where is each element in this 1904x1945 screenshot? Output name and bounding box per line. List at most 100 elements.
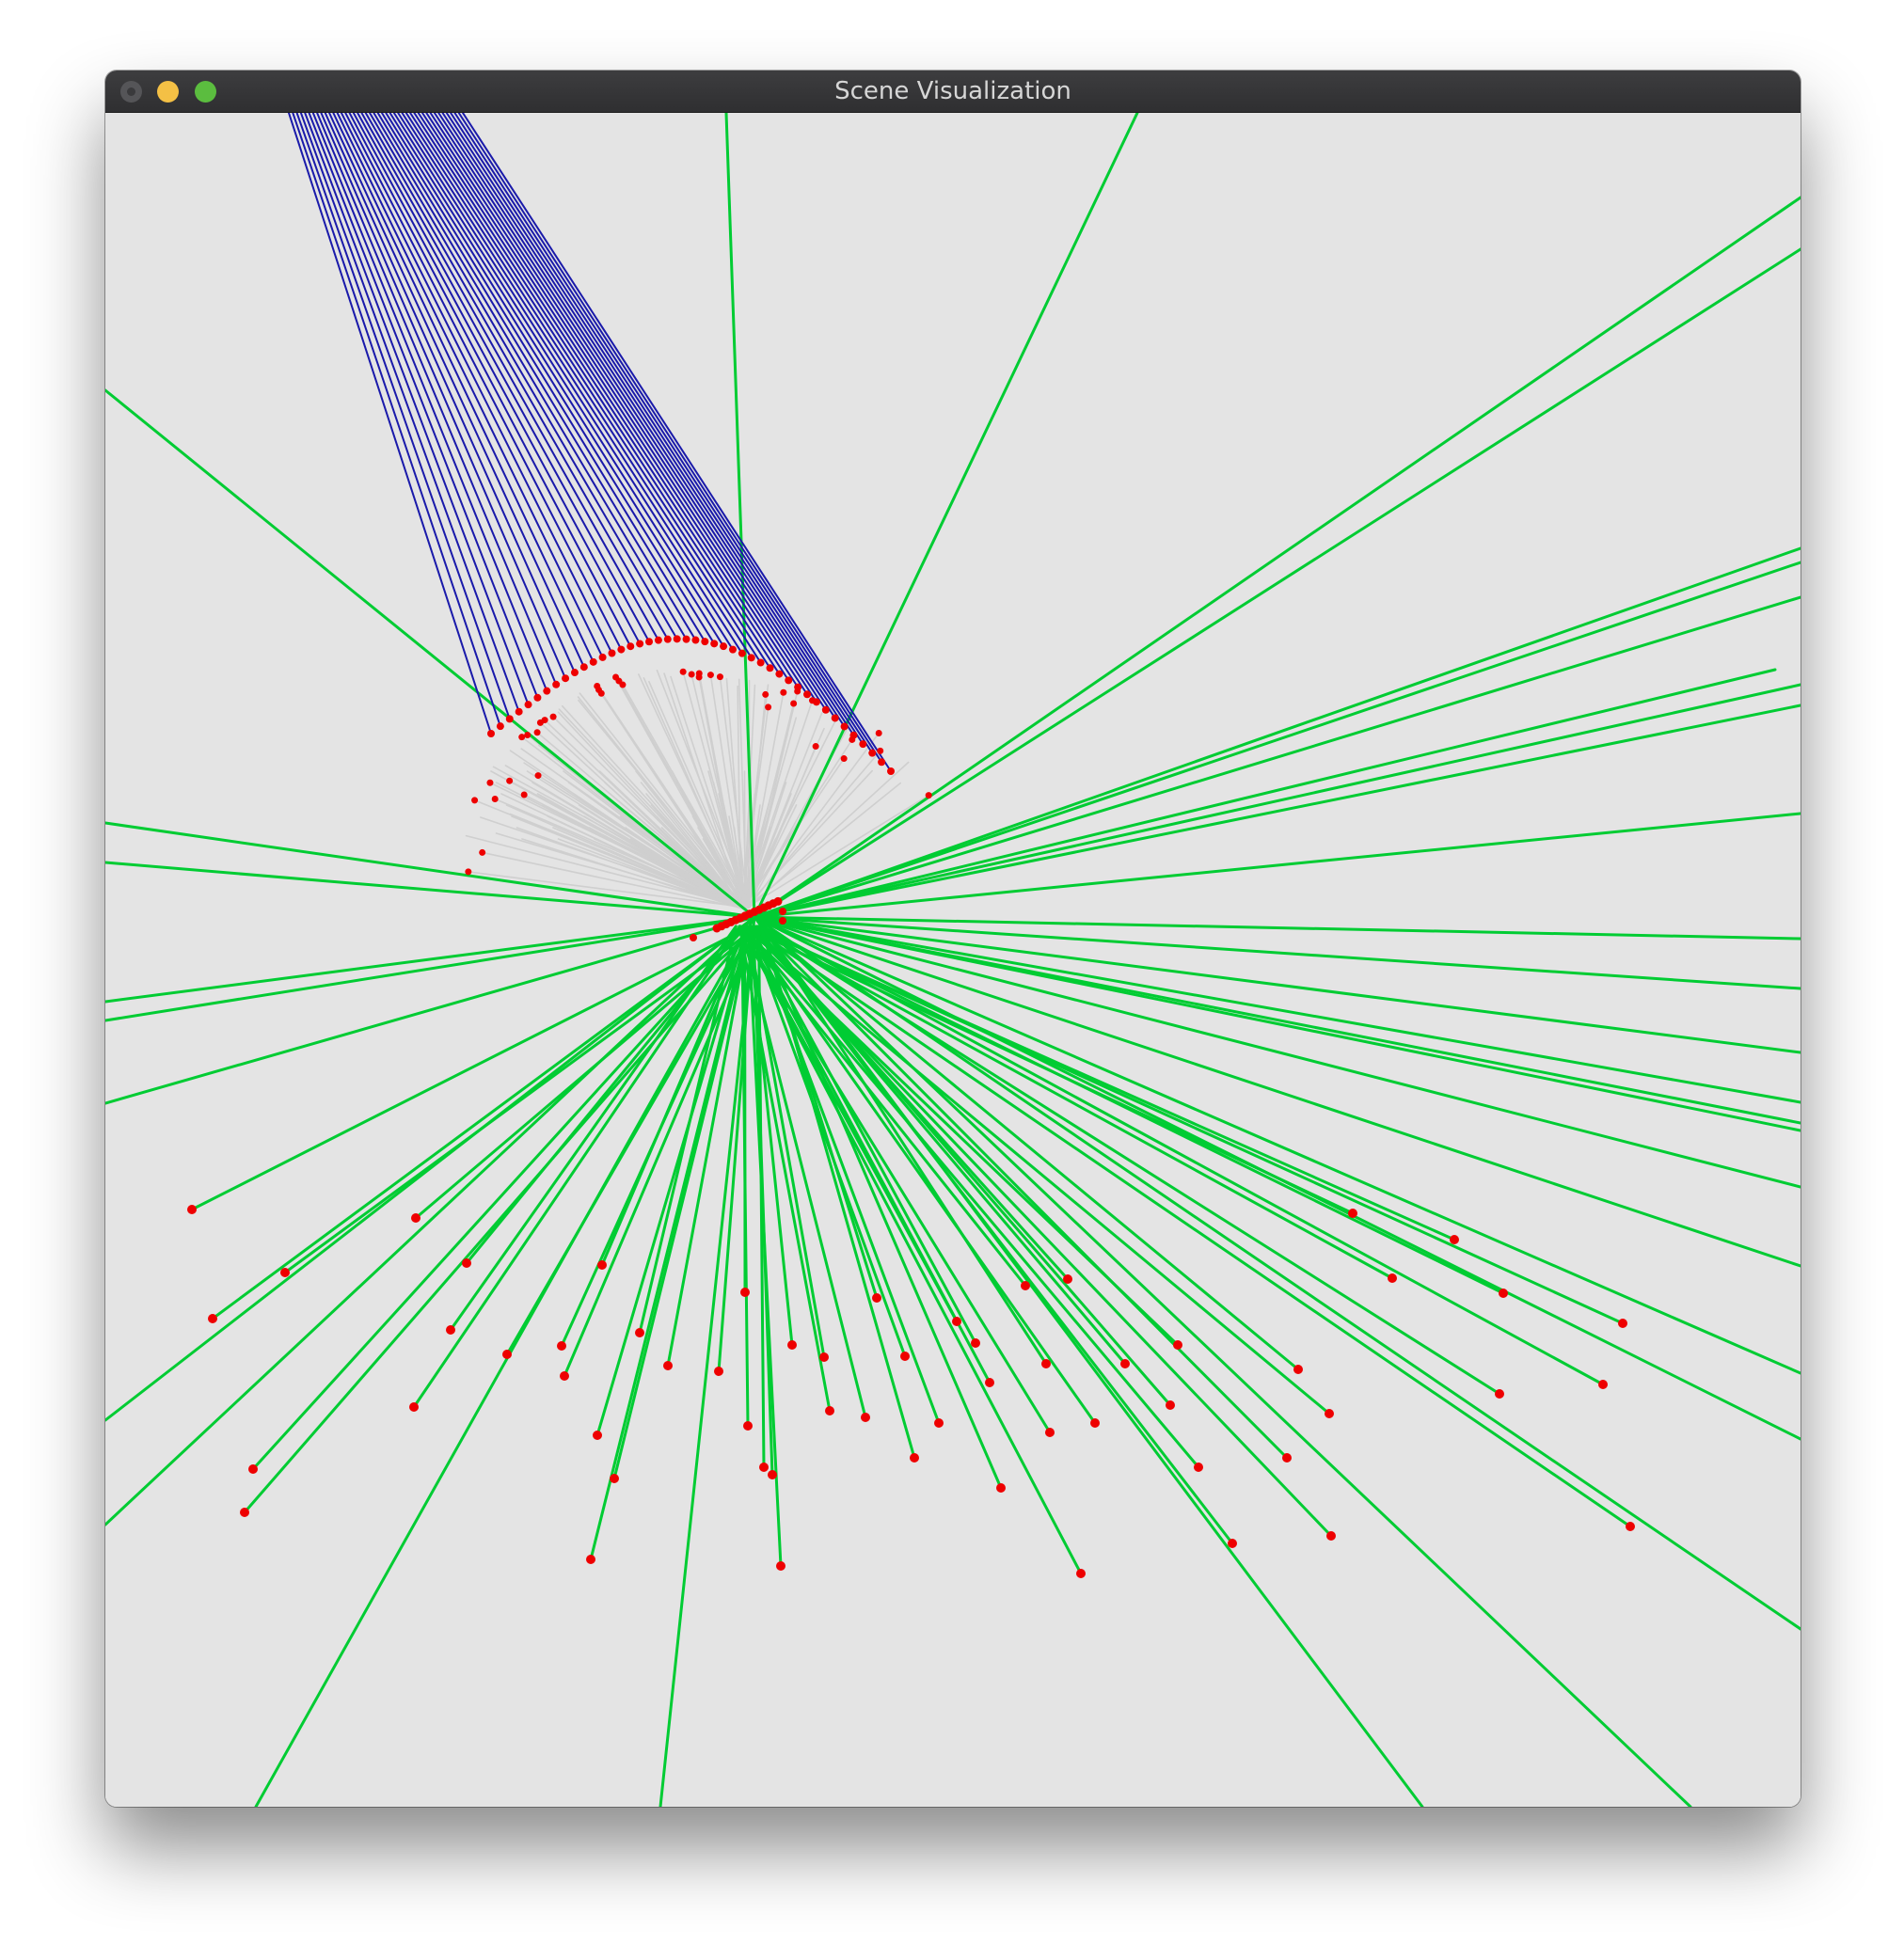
hit-point bbox=[900, 1352, 910, 1361]
hit-point bbox=[841, 722, 849, 730]
title-bar[interactable]: Scene Visualization bbox=[105, 71, 1801, 113]
hit-point bbox=[762, 691, 769, 698]
hit-point bbox=[655, 637, 662, 644]
hit-point bbox=[409, 1402, 419, 1412]
hit-point bbox=[608, 649, 615, 656]
hit-point bbox=[696, 674, 703, 681]
hit-point bbox=[680, 669, 687, 675]
hit-point bbox=[598, 690, 605, 697]
hit-point bbox=[832, 714, 839, 721]
hit-point bbox=[516, 708, 523, 716]
hit-point bbox=[707, 672, 714, 678]
hit-point bbox=[710, 640, 718, 647]
hit-point bbox=[738, 650, 746, 657]
hit-point bbox=[1325, 1409, 1334, 1418]
hit-point bbox=[1282, 1453, 1292, 1463]
hit-point bbox=[819, 1352, 829, 1362]
hit-point bbox=[462, 1258, 471, 1268]
hit-point bbox=[779, 917, 786, 925]
hit-point bbox=[825, 1406, 834, 1415]
hit-point bbox=[506, 715, 514, 722]
hit-point bbox=[876, 730, 882, 736]
hit-point bbox=[1388, 1273, 1397, 1283]
hit-point bbox=[562, 674, 569, 682]
hit-point bbox=[471, 797, 478, 803]
hit-point bbox=[822, 706, 830, 714]
gray-ray bbox=[745, 771, 746, 909]
hit-point bbox=[787, 1340, 797, 1350]
hit-point bbox=[663, 1361, 673, 1370]
hit-point bbox=[506, 778, 513, 784]
hit-point bbox=[767, 664, 774, 672]
hit-point bbox=[952, 1317, 961, 1326]
hit-point bbox=[560, 1371, 569, 1381]
hit-point bbox=[534, 729, 541, 735]
hit-point bbox=[1045, 1428, 1055, 1437]
hit-point bbox=[691, 637, 699, 644]
hit-point bbox=[813, 743, 819, 750]
hit-point bbox=[985, 1378, 994, 1387]
hit-point bbox=[720, 642, 727, 650]
scene-viewport[interactable] bbox=[105, 113, 1801, 1807]
hit-point bbox=[1618, 1319, 1627, 1328]
hit-point bbox=[590, 658, 597, 666]
hit-point bbox=[1063, 1274, 1072, 1284]
hit-point bbox=[533, 694, 541, 702]
hit-point bbox=[635, 1328, 644, 1337]
hit-point bbox=[550, 714, 557, 720]
hit-point bbox=[502, 1350, 512, 1359]
app-window: Scene Visualization bbox=[105, 71, 1801, 1807]
hit-point bbox=[1293, 1365, 1303, 1374]
hit-point bbox=[1348, 1209, 1357, 1218]
hit-point bbox=[1076, 1569, 1086, 1578]
hit-point bbox=[779, 908, 786, 915]
hit-point bbox=[487, 730, 495, 737]
hit-point bbox=[714, 1367, 723, 1376]
hit-point bbox=[411, 1213, 420, 1223]
hit-point bbox=[841, 755, 848, 762]
hit-point bbox=[627, 642, 634, 650]
hit-point bbox=[803, 690, 811, 698]
hit-point bbox=[743, 1421, 753, 1431]
hit-point bbox=[683, 636, 690, 643]
hit-point bbox=[1166, 1400, 1175, 1410]
hit-point bbox=[1021, 1281, 1030, 1290]
hit-point bbox=[586, 1555, 595, 1564]
hit-point bbox=[524, 732, 531, 738]
hit-point bbox=[446, 1325, 455, 1335]
hit-point bbox=[1120, 1359, 1130, 1368]
hit-point bbox=[872, 1293, 881, 1303]
hit-point bbox=[1041, 1359, 1051, 1368]
hit-point bbox=[759, 1463, 769, 1472]
hit-point bbox=[617, 646, 625, 654]
hit-point bbox=[280, 1268, 290, 1277]
hit-point bbox=[486, 780, 493, 786]
hit-point bbox=[497, 722, 504, 730]
hit-point bbox=[1090, 1418, 1100, 1428]
hit-point bbox=[775, 671, 783, 678]
hit-point bbox=[208, 1314, 217, 1323]
hit-point bbox=[521, 792, 528, 799]
hit-point bbox=[240, 1508, 249, 1517]
hit-point bbox=[597, 1260, 607, 1270]
window-title: Scene Visualization bbox=[105, 71, 1801, 112]
hit-point bbox=[887, 767, 895, 775]
hit-point bbox=[748, 654, 755, 661]
hit-point bbox=[674, 635, 681, 642]
hit-point bbox=[868, 750, 876, 757]
hit-point bbox=[740, 1288, 750, 1297]
hit-point bbox=[593, 1431, 602, 1440]
hit-point bbox=[859, 740, 866, 748]
scene-canvas[interactable] bbox=[105, 113, 1801, 1807]
hit-point bbox=[557, 1341, 566, 1351]
hit-point bbox=[492, 796, 499, 802]
hit-point bbox=[776, 1561, 785, 1571]
hit-point bbox=[717, 673, 723, 680]
hit-point bbox=[552, 681, 560, 688]
hit-point bbox=[664, 636, 672, 643]
hit-point bbox=[878, 758, 885, 766]
hit-point bbox=[926, 792, 932, 799]
hit-point bbox=[1228, 1539, 1237, 1548]
hit-point bbox=[1495, 1389, 1504, 1399]
hit-point bbox=[785, 676, 792, 684]
